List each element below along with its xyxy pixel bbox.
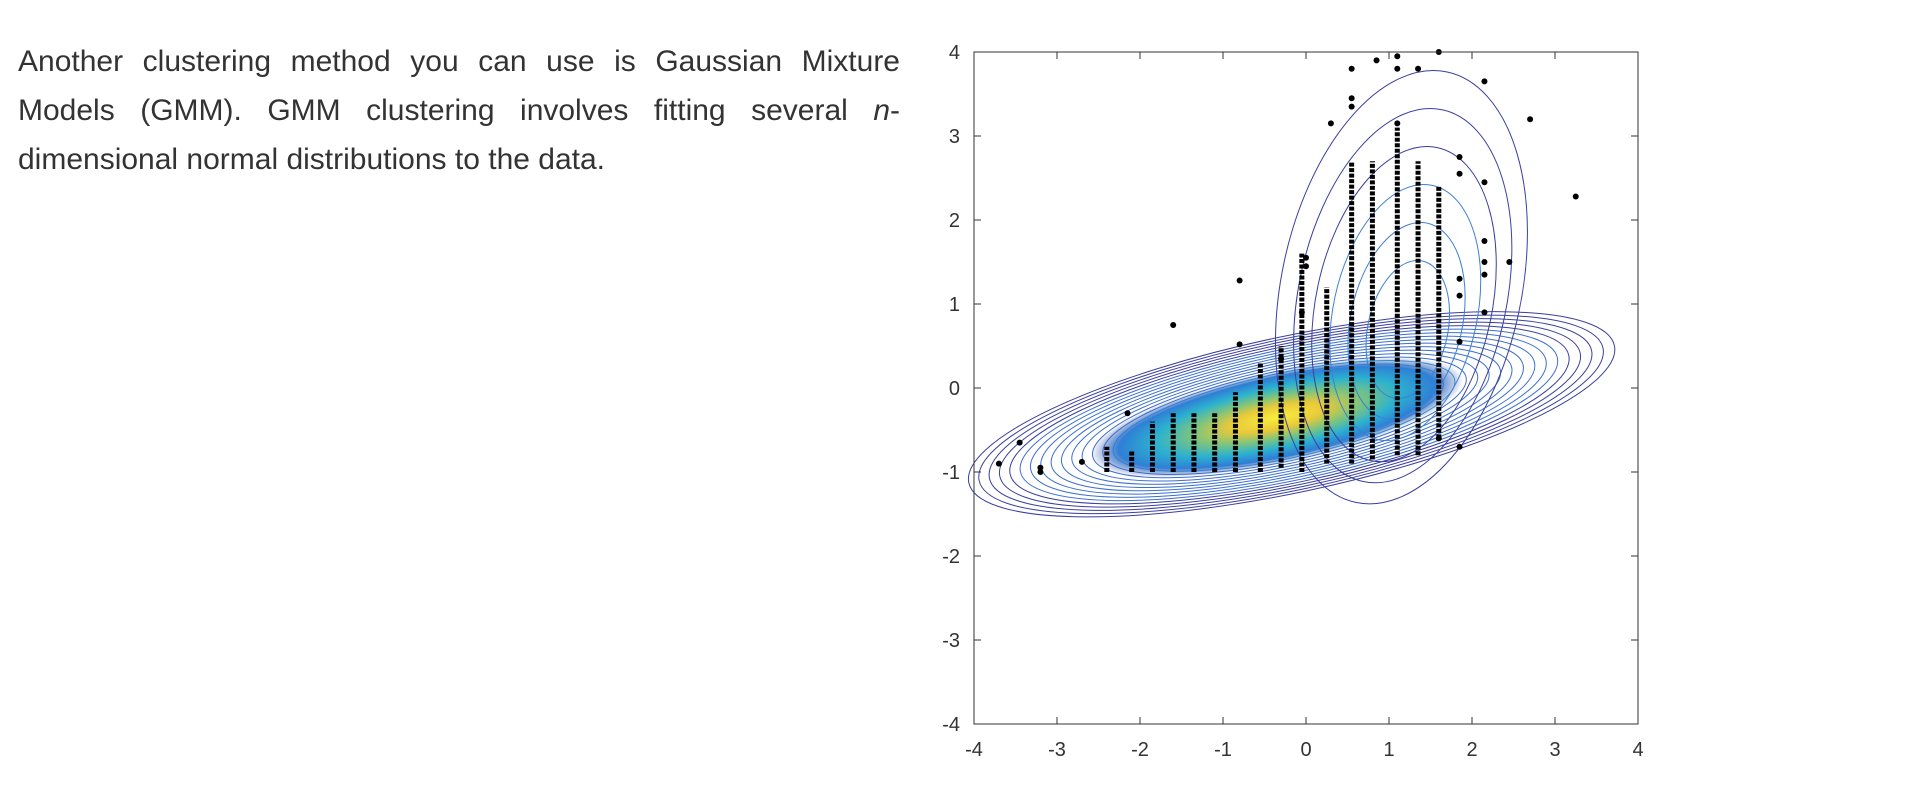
- data-points: [995, 49, 1579, 475]
- y-tick-label: -3: [942, 630, 960, 652]
- data-point: [1327, 120, 1334, 127]
- contour-line: [1293, 108, 1513, 484]
- y-tick-label: 3: [949, 126, 960, 148]
- data-point: [1278, 355, 1285, 362]
- data-point: [1456, 154, 1463, 160]
- axes: -4 -3 -2 -1 0 1 2 3 4 -4 -3 -2 -1 0 1 2 3 4: [942, 42, 1643, 760]
- y-tick-label: 0: [949, 378, 960, 400]
- data-point: [1170, 322, 1177, 328]
- data-point: [1435, 435, 1442, 442]
- data-point: [1394, 65, 1401, 72]
- data-point: [1373, 57, 1380, 64]
- x-tick-label: -2: [1131, 739, 1149, 760]
- y-tick-label: 1: [949, 294, 960, 316]
- data-point: [1037, 469, 1044, 475]
- data-point: [1298, 309, 1305, 316]
- data-point: [1394, 120, 1401, 127]
- data-point: [1481, 78, 1488, 85]
- y-tick-label: -1: [942, 462, 960, 484]
- data-point: [1078, 458, 1085, 465]
- contour-line: [1274, 70, 1528, 505]
- x-tick-label: 0: [1300, 739, 1311, 760]
- data-point: [1236, 341, 1243, 348]
- contour-line: [1060, 342, 1513, 489]
- data-point: [1124, 410, 1131, 417]
- data-point: [1481, 259, 1488, 265]
- y-tick-label: -4: [942, 714, 960, 736]
- data-point: [995, 460, 1002, 467]
- data-point: [1348, 103, 1355, 110]
- data-point: [1415, 65, 1422, 72]
- data-point: [1236, 277, 1243, 284]
- data-point: [1456, 443, 1463, 450]
- data-point: [1506, 259, 1513, 265]
- data-point: [1456, 170, 1463, 177]
- data-point: [1456, 275, 1463, 282]
- intro-text-part1: Another clustering method you can use is…: [18, 45, 900, 127]
- intro-text-part2: -dimensional normal distributions to the…: [18, 94, 900, 176]
- data-point: [1572, 193, 1579, 200]
- contour-line: [1071, 346, 1502, 485]
- data-point: [1394, 53, 1401, 60]
- data-point: [1481, 309, 1488, 316]
- data-point: [1303, 254, 1309, 261]
- contour-line: [1311, 146, 1497, 463]
- data-point: [1481, 271, 1488, 278]
- x-tick-label: 3: [1549, 739, 1560, 760]
- data-point: [1303, 263, 1309, 270]
- data-point: [1348, 95, 1355, 102]
- intro-text-italic: n: [873, 94, 890, 127]
- x-tick-label: 1: [1383, 739, 1394, 760]
- y-tick-label: 2: [949, 210, 960, 232]
- y-tick-label: -2: [942, 546, 960, 568]
- x-tick-label: -3: [1048, 739, 1066, 760]
- data-point: [1527, 116, 1534, 123]
- y-tick-label: 4: [949, 42, 960, 64]
- data-point: [1456, 292, 1463, 299]
- x-tick-label: 2: [1466, 739, 1477, 760]
- data-point: [1016, 439, 1023, 446]
- gmm-contour-chart: -4 -3 -2 -1 0 1 2 3 4 -4 -3 -2 -1 0 1 2 3 4: [942, 42, 1643, 760]
- contour-line: [1050, 339, 1524, 492]
- x-tick-label: -4: [965, 739, 983, 760]
- intro-paragraph: Another clustering method you can use is…: [18, 37, 900, 184]
- data-point: [1481, 238, 1488, 244]
- contour-line: [1365, 259, 1451, 399]
- contour-line: [1329, 184, 1482, 442]
- contour-line: [1081, 349, 1490, 482]
- x-tick-label: 4: [1632, 739, 1643, 760]
- density-contours: [967, 70, 1616, 518]
- data-point: [1348, 65, 1355, 72]
- data-point: [1037, 464, 1044, 471]
- data-point: [1481, 179, 1488, 186]
- data-point: [1456, 338, 1463, 345]
- x-tick-label: -1: [1214, 739, 1232, 760]
